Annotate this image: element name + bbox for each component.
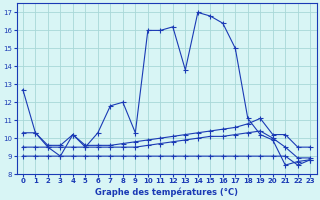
X-axis label: Graphe des températures (°C): Graphe des températures (°C) [95,187,238,197]
